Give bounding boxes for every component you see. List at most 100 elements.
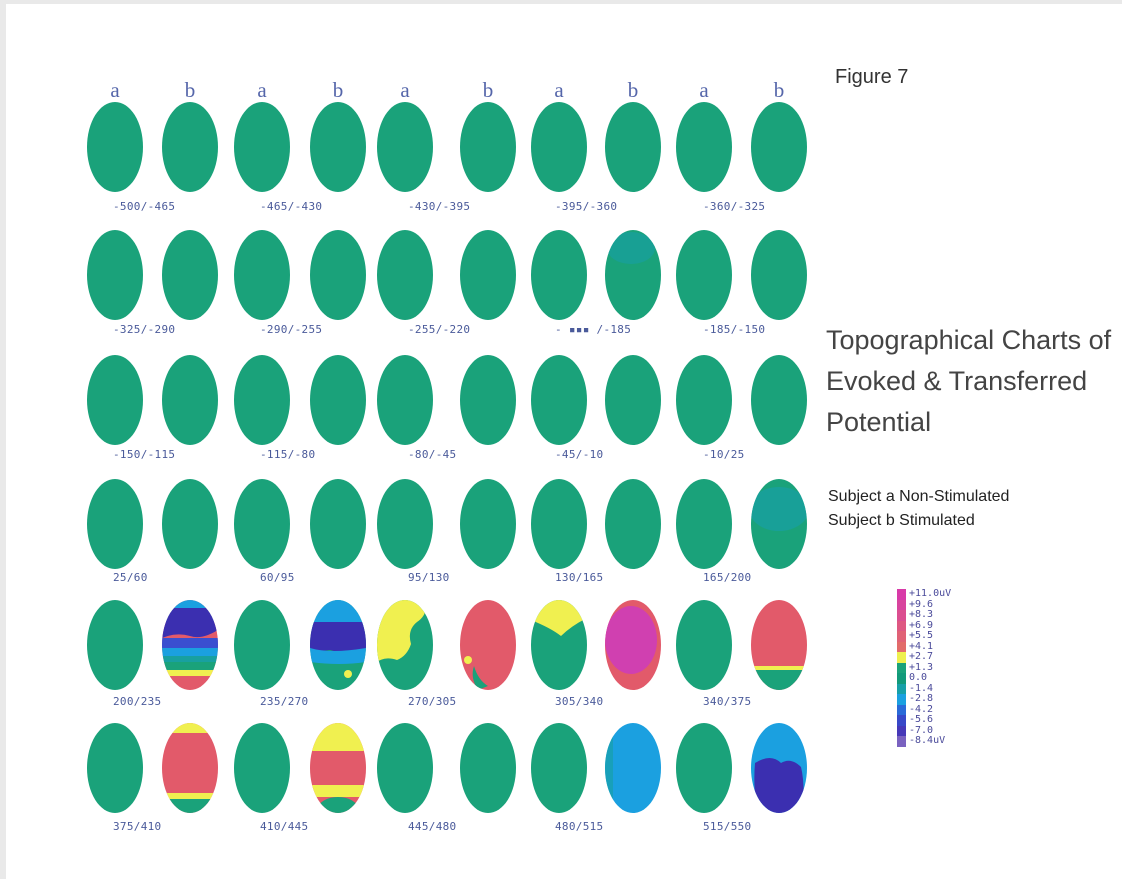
legend-label: +11.0uV xyxy=(909,588,952,599)
column-label-b: b xyxy=(482,78,494,102)
scalp-map-a xyxy=(377,102,433,192)
scalp-map-b xyxy=(460,600,516,690)
title-line: Topographical Charts of xyxy=(826,325,1112,355)
legend-label: -7.0 xyxy=(909,724,934,736)
legend-swatch xyxy=(897,694,906,705)
time-range-label: -465/-430 xyxy=(260,200,323,213)
scalp-map-a xyxy=(234,479,290,569)
scalp-map-b xyxy=(460,230,516,320)
legend-entry: -8.4uV xyxy=(897,735,951,747)
legend-swatch xyxy=(897,620,906,631)
time-range-label: 445/480 xyxy=(408,820,457,833)
time-range-label: -360/-325 xyxy=(703,200,766,213)
scalp-map-a xyxy=(377,230,433,320)
column-label-a: a xyxy=(257,78,267,102)
scalp-map-b xyxy=(751,479,807,569)
scalp-map-b xyxy=(460,723,516,813)
legend-swatch xyxy=(897,736,906,747)
scalp-map-b xyxy=(751,355,807,445)
legend-entry: +4.1 xyxy=(897,640,951,652)
legend-swatch xyxy=(897,610,906,621)
time-range-label: -325/-290 xyxy=(113,323,176,336)
scalp-map-a xyxy=(676,723,732,813)
column-label-a: a xyxy=(554,78,564,102)
scalp-map-b xyxy=(605,102,661,192)
time-range-label: 60/95 xyxy=(260,571,295,584)
time-range-label: 235/270 xyxy=(260,695,309,708)
scalp-map-b xyxy=(310,230,366,320)
scalp-map-a xyxy=(377,600,433,690)
legend-swatch xyxy=(897,673,906,684)
time-range-label: -500/-465 xyxy=(113,200,176,213)
scalp-map-b xyxy=(751,230,807,320)
time-range-label: 515/550 xyxy=(703,820,752,833)
scalp-map-a xyxy=(531,230,587,320)
scalp-map-b xyxy=(162,355,218,445)
legend-swatch xyxy=(897,631,906,642)
legend-label: -1.4 xyxy=(909,682,934,694)
time-range-label: -290/-255 xyxy=(260,323,323,336)
legend-entry: -4.2 xyxy=(897,703,951,715)
column-label-b: b xyxy=(773,78,785,102)
scalp-map-b xyxy=(310,102,366,192)
time-range-label: 25/60 xyxy=(113,571,148,584)
scalp-map-a xyxy=(676,355,732,445)
scalp-map-b xyxy=(460,479,516,569)
legend-entry: +2.7 xyxy=(897,651,951,663)
scan-border-top xyxy=(0,0,1122,4)
time-range-label: -255/-220 xyxy=(408,323,471,336)
time-range-label: 130/165 xyxy=(555,571,604,584)
scalp-map-b xyxy=(162,102,218,192)
scalp-map-a xyxy=(676,102,732,192)
time-range-label: -395/-360 xyxy=(555,200,618,213)
scalp-map-a xyxy=(87,102,143,192)
scalp-map-a xyxy=(531,723,587,813)
legend-swatch xyxy=(897,725,906,736)
legend-entry: -5.6 xyxy=(897,714,951,726)
legend-swatch xyxy=(897,662,906,673)
legend-label: -4.2 xyxy=(909,703,934,715)
scalp-map-a xyxy=(531,600,587,690)
legend-entry: -2.8 xyxy=(897,693,951,705)
scalp-map-b xyxy=(162,600,218,690)
scalp-map-a xyxy=(87,723,143,813)
column-label-a: a xyxy=(110,78,120,102)
scalp-map-b xyxy=(460,102,516,192)
scalp-map-b xyxy=(162,723,218,813)
time-range-label: 305/340 xyxy=(555,695,604,708)
legend-entry: +6.9 xyxy=(897,620,951,631)
legend-entry: +1.3 xyxy=(897,661,951,673)
legend-entry: +5.5 xyxy=(897,630,951,642)
title-line: Potential xyxy=(826,407,932,437)
legend-swatch xyxy=(897,641,906,652)
legend-entry: +8.3 xyxy=(897,609,951,621)
time-range-label: -80/-45 xyxy=(408,448,457,461)
legend-label: +4.1 xyxy=(909,640,934,652)
scalp-map-a xyxy=(87,479,143,569)
legend-entry: 0.0 xyxy=(897,672,951,684)
scalp-map-b xyxy=(310,479,366,569)
time-range-label: 340/375 xyxy=(703,695,752,708)
scalp-map-a xyxy=(531,479,587,569)
scalp-map-b xyxy=(751,102,807,192)
legend-entry: +11.0uV xyxy=(897,588,952,600)
time-range-label: 165/200 xyxy=(703,571,752,584)
scalp-map-b xyxy=(162,230,218,320)
legend-label: +5.5 xyxy=(909,630,934,641)
time-range-label: 270/305 xyxy=(408,695,457,708)
time-range-label: 375/410 xyxy=(113,820,162,833)
time-range-label: 200/235 xyxy=(113,695,162,708)
scalp-map-b xyxy=(605,355,661,445)
time-range-label: -150/-115 xyxy=(113,448,176,461)
legend-label: 0.0 xyxy=(909,672,928,683)
time-range-label: -185/-150 xyxy=(703,323,766,336)
scalp-map-b xyxy=(310,355,366,445)
scalp-map-a xyxy=(676,479,732,569)
legend-label: +9.6 xyxy=(909,598,934,610)
scalp-map-a xyxy=(87,600,143,690)
legend-entry: -1.4 xyxy=(897,682,951,694)
scan-border-left xyxy=(0,0,6,879)
subject-a-label: Subject a Non-Stimulated xyxy=(828,488,1010,505)
legend-label: +1.3 xyxy=(909,661,934,673)
